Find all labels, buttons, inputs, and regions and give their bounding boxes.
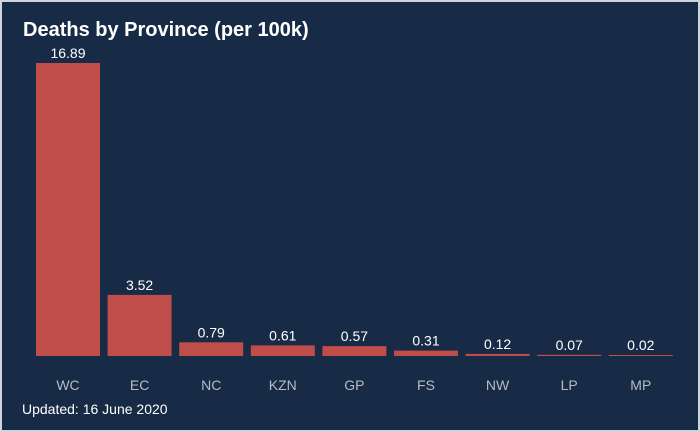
value-label-kzn: 0.61 — [269, 327, 296, 343]
value-label-ec: 3.52 — [126, 277, 153, 293]
category-label-nw: NW — [486, 377, 510, 393]
value-label-lp: 0.07 — [556, 337, 583, 353]
category-label-gp: GP — [344, 377, 364, 393]
bar-wc — [36, 63, 100, 356]
category-label-kzn: KZN — [269, 377, 297, 393]
category-label-lp: LP — [561, 377, 578, 393]
updated-note: Updated: 16 June 2020 — [22, 401, 168, 417]
category-label-nc: NC — [201, 377, 221, 393]
bars-group — [36, 63, 673, 356]
value-label-fs: 0.31 — [412, 333, 439, 349]
bar-lp — [537, 354, 602, 356]
bar-kzn — [250, 345, 315, 356]
value-label-mp: 0.02 — [627, 337, 654, 353]
bar-nw — [465, 353, 530, 356]
bar-mp — [608, 355, 673, 356]
category-label-wc: WC — [56, 377, 79, 393]
bar-fs — [394, 350, 458, 356]
value-labels-group: 16.89 3.52 0.79 0.61 0.57 0.31 0.12 0.07 0.02 — [50, 45, 654, 353]
value-label-wc: 16.89 — [50, 45, 85, 61]
value-label-gp: 0.57 — [341, 328, 368, 344]
chart-title: Deaths by Province (per 100k) — [23, 19, 309, 41]
value-label-nw: 0.12 — [484, 336, 511, 352]
category-labels-group: WC EC NC KZN GP FS NW LP MP — [56, 377, 651, 393]
bar-ec — [107, 294, 172, 356]
bar-nc — [179, 342, 244, 356]
category-label-ec: EC — [130, 377, 149, 393]
category-label-mp: MP — [630, 377, 651, 393]
value-label-nc: 0.79 — [198, 324, 225, 340]
category-label-fs: FS — [417, 377, 435, 393]
bar-gp — [322, 346, 387, 356]
